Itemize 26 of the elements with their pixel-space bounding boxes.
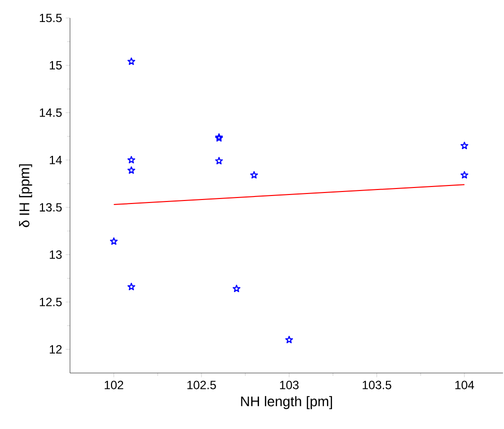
- y-tick-label: 13: [50, 250, 62, 259]
- y-tick-label: 14.5: [40, 108, 62, 117]
- x-tick-label: 104: [455, 380, 474, 390]
- point: [285, 336, 293, 344]
- x-tick-label: 102.5: [187, 380, 216, 390]
- y-tick-label: 14: [50, 156, 62, 164]
- point: [460, 142, 468, 150]
- y-axis-title: δ IH [ppm]: [19, 164, 32, 228]
- y-tick-label: 15: [50, 61, 62, 70]
- point: [127, 282, 136, 290]
- x-axis-title: NH length [pm]: [241, 396, 332, 410]
- point: [232, 284, 240, 292]
- y-tick-label: 15.5: [40, 14, 62, 22]
- x-tick-label: 103.5: [362, 380, 392, 390]
- point: [460, 171, 468, 179]
- x-tick-label: 102: [104, 380, 124, 390]
- y-tick-label: 12: [50, 345, 62, 354]
- y-tick-label: 13.5: [40, 203, 62, 212]
- x-tick-label: 103: [280, 380, 299, 390]
- point: [127, 166, 136, 174]
- point: [127, 156, 136, 164]
- point: [110, 237, 118, 245]
- y-tick-label: 12.5: [40, 298, 62, 306]
- point: [127, 58, 136, 65]
- point: [250, 171, 258, 179]
- point: [215, 156, 223, 164]
